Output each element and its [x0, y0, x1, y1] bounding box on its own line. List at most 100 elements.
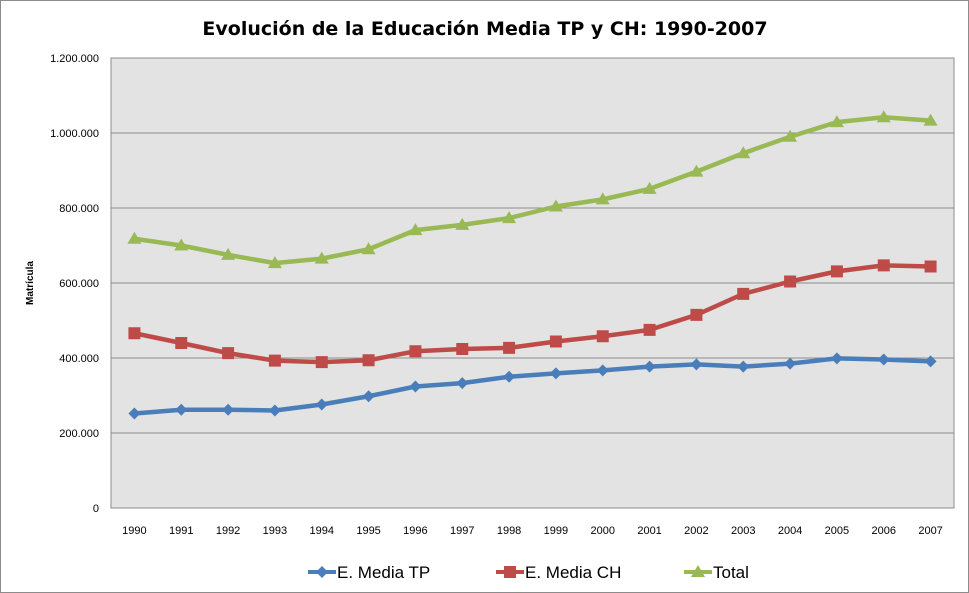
legend-label: E. Media CH: [525, 563, 621, 582]
y-axis-label: Matrícula: [25, 261, 36, 305]
data-point: [175, 403, 188, 416]
x-tick-label: 2005: [825, 525, 849, 537]
series-1: [128, 352, 937, 420]
legend-item: E. Media TP: [308, 563, 430, 582]
legend-label: Total: [713, 563, 749, 582]
data-point: [315, 398, 328, 411]
data-point: [924, 355, 937, 368]
y-tick-label: 1.200.000: [50, 53, 99, 65]
x-tick-label: 2003: [731, 525, 755, 537]
series-line: [132, 263, 933, 365]
data-point: [268, 354, 281, 367]
x-tick-label: 1991: [169, 525, 193, 537]
y-tick-label: 0: [93, 503, 99, 515]
data-point: [127, 231, 142, 244]
y-tick-label: 1.000.000: [50, 128, 99, 140]
data-point: [877, 353, 890, 366]
data-point: [267, 256, 282, 269]
x-tick-label: 1990: [122, 525, 146, 537]
data-point: [830, 265, 843, 278]
data-point: [409, 345, 422, 358]
x-tick-label: 1994: [310, 525, 334, 537]
data-point: [736, 146, 751, 159]
data-point: [315, 356, 328, 369]
data-point: [222, 403, 235, 416]
data-point: [503, 370, 516, 383]
data-point: [690, 358, 703, 371]
data-point: [549, 335, 562, 348]
legend-label: E. Media TP: [337, 563, 430, 582]
y-tick-label: 600.000: [59, 278, 99, 290]
data-point: [456, 377, 469, 390]
data-point: [784, 357, 797, 370]
data-point: [784, 275, 797, 288]
data-point: [737, 287, 750, 300]
series-3: [127, 110, 938, 269]
y-tick-label: 200.000: [59, 428, 99, 440]
legend-marker: [504, 566, 516, 578]
legend-item: E. Media CH: [496, 563, 621, 582]
series-line: [132, 115, 933, 266]
x-tick-label: 1997: [450, 525, 474, 537]
data-point: [548, 199, 563, 212]
data-point: [596, 364, 609, 377]
x-tick-label: 2002: [684, 525, 708, 537]
x-tick-label: 2001: [637, 525, 661, 537]
x-tick-label: 1992: [216, 525, 240, 537]
data-point: [690, 308, 703, 321]
data-point: [923, 113, 938, 126]
x-axis-ticks: 1990 1991 1992 1993 1994 1995 1996 1997 1998 1999…: [122, 525, 943, 537]
data-point: [408, 223, 423, 236]
data-point: [876, 110, 891, 123]
x-tick-label: 2007: [918, 525, 942, 537]
data-point: [643, 360, 656, 373]
x-tick-label: 2000: [591, 525, 615, 537]
data-point: [643, 323, 656, 336]
x-tick-label: 1996: [403, 525, 427, 537]
chart-title: Evolución de la Educación Media TP y CH:…: [202, 18, 767, 40]
x-tick-label: 2004: [778, 525, 802, 537]
y-axis-ticks: 0 200.000 400.000 600.000 800.000 1.000.000 1.…: [50, 53, 99, 515]
x-tick-label: 1998: [497, 525, 521, 537]
data-point: [174, 238, 189, 251]
x-tick-label: 1993: [263, 525, 287, 537]
y-tick-label: 800.000: [59, 203, 99, 215]
data-point: [314, 251, 329, 264]
data-point: [877, 259, 890, 272]
data-point: [222, 347, 235, 360]
data-point: [596, 330, 609, 343]
series-layer: [127, 110, 938, 420]
data-point: [783, 129, 798, 142]
series-2: [128, 259, 937, 369]
x-tick-label: 1995: [356, 525, 380, 537]
data-point: [362, 390, 375, 403]
data-point: [737, 360, 750, 373]
legend-marker: [691, 565, 705, 577]
data-point: [830, 352, 843, 365]
data-point: [361, 242, 376, 255]
data-point: [595, 192, 610, 205]
x-tick-label: 2006: [872, 525, 896, 537]
legend-item: Total: [684, 563, 749, 582]
data-point: [456, 343, 469, 355]
legend-marker: [316, 566, 328, 578]
data-point: [175, 337, 188, 349]
data-point: [221, 247, 236, 260]
data-point: [642, 181, 657, 194]
data-point: [455, 217, 470, 230]
data-point: [503, 341, 516, 354]
data-point: [128, 407, 141, 420]
legend: E. Media TP E. Media CH Total: [308, 563, 749, 582]
data-point: [128, 327, 141, 340]
data-point: [502, 211, 517, 224]
y-tick-label: 400.000: [59, 353, 99, 365]
data-point: [829, 115, 844, 128]
data-point: [549, 367, 562, 380]
data-point: [689, 164, 704, 177]
x-tick-label: 1999: [544, 525, 568, 537]
series-line: [132, 356, 933, 416]
data-point: [362, 354, 375, 367]
data-point: [924, 260, 937, 273]
